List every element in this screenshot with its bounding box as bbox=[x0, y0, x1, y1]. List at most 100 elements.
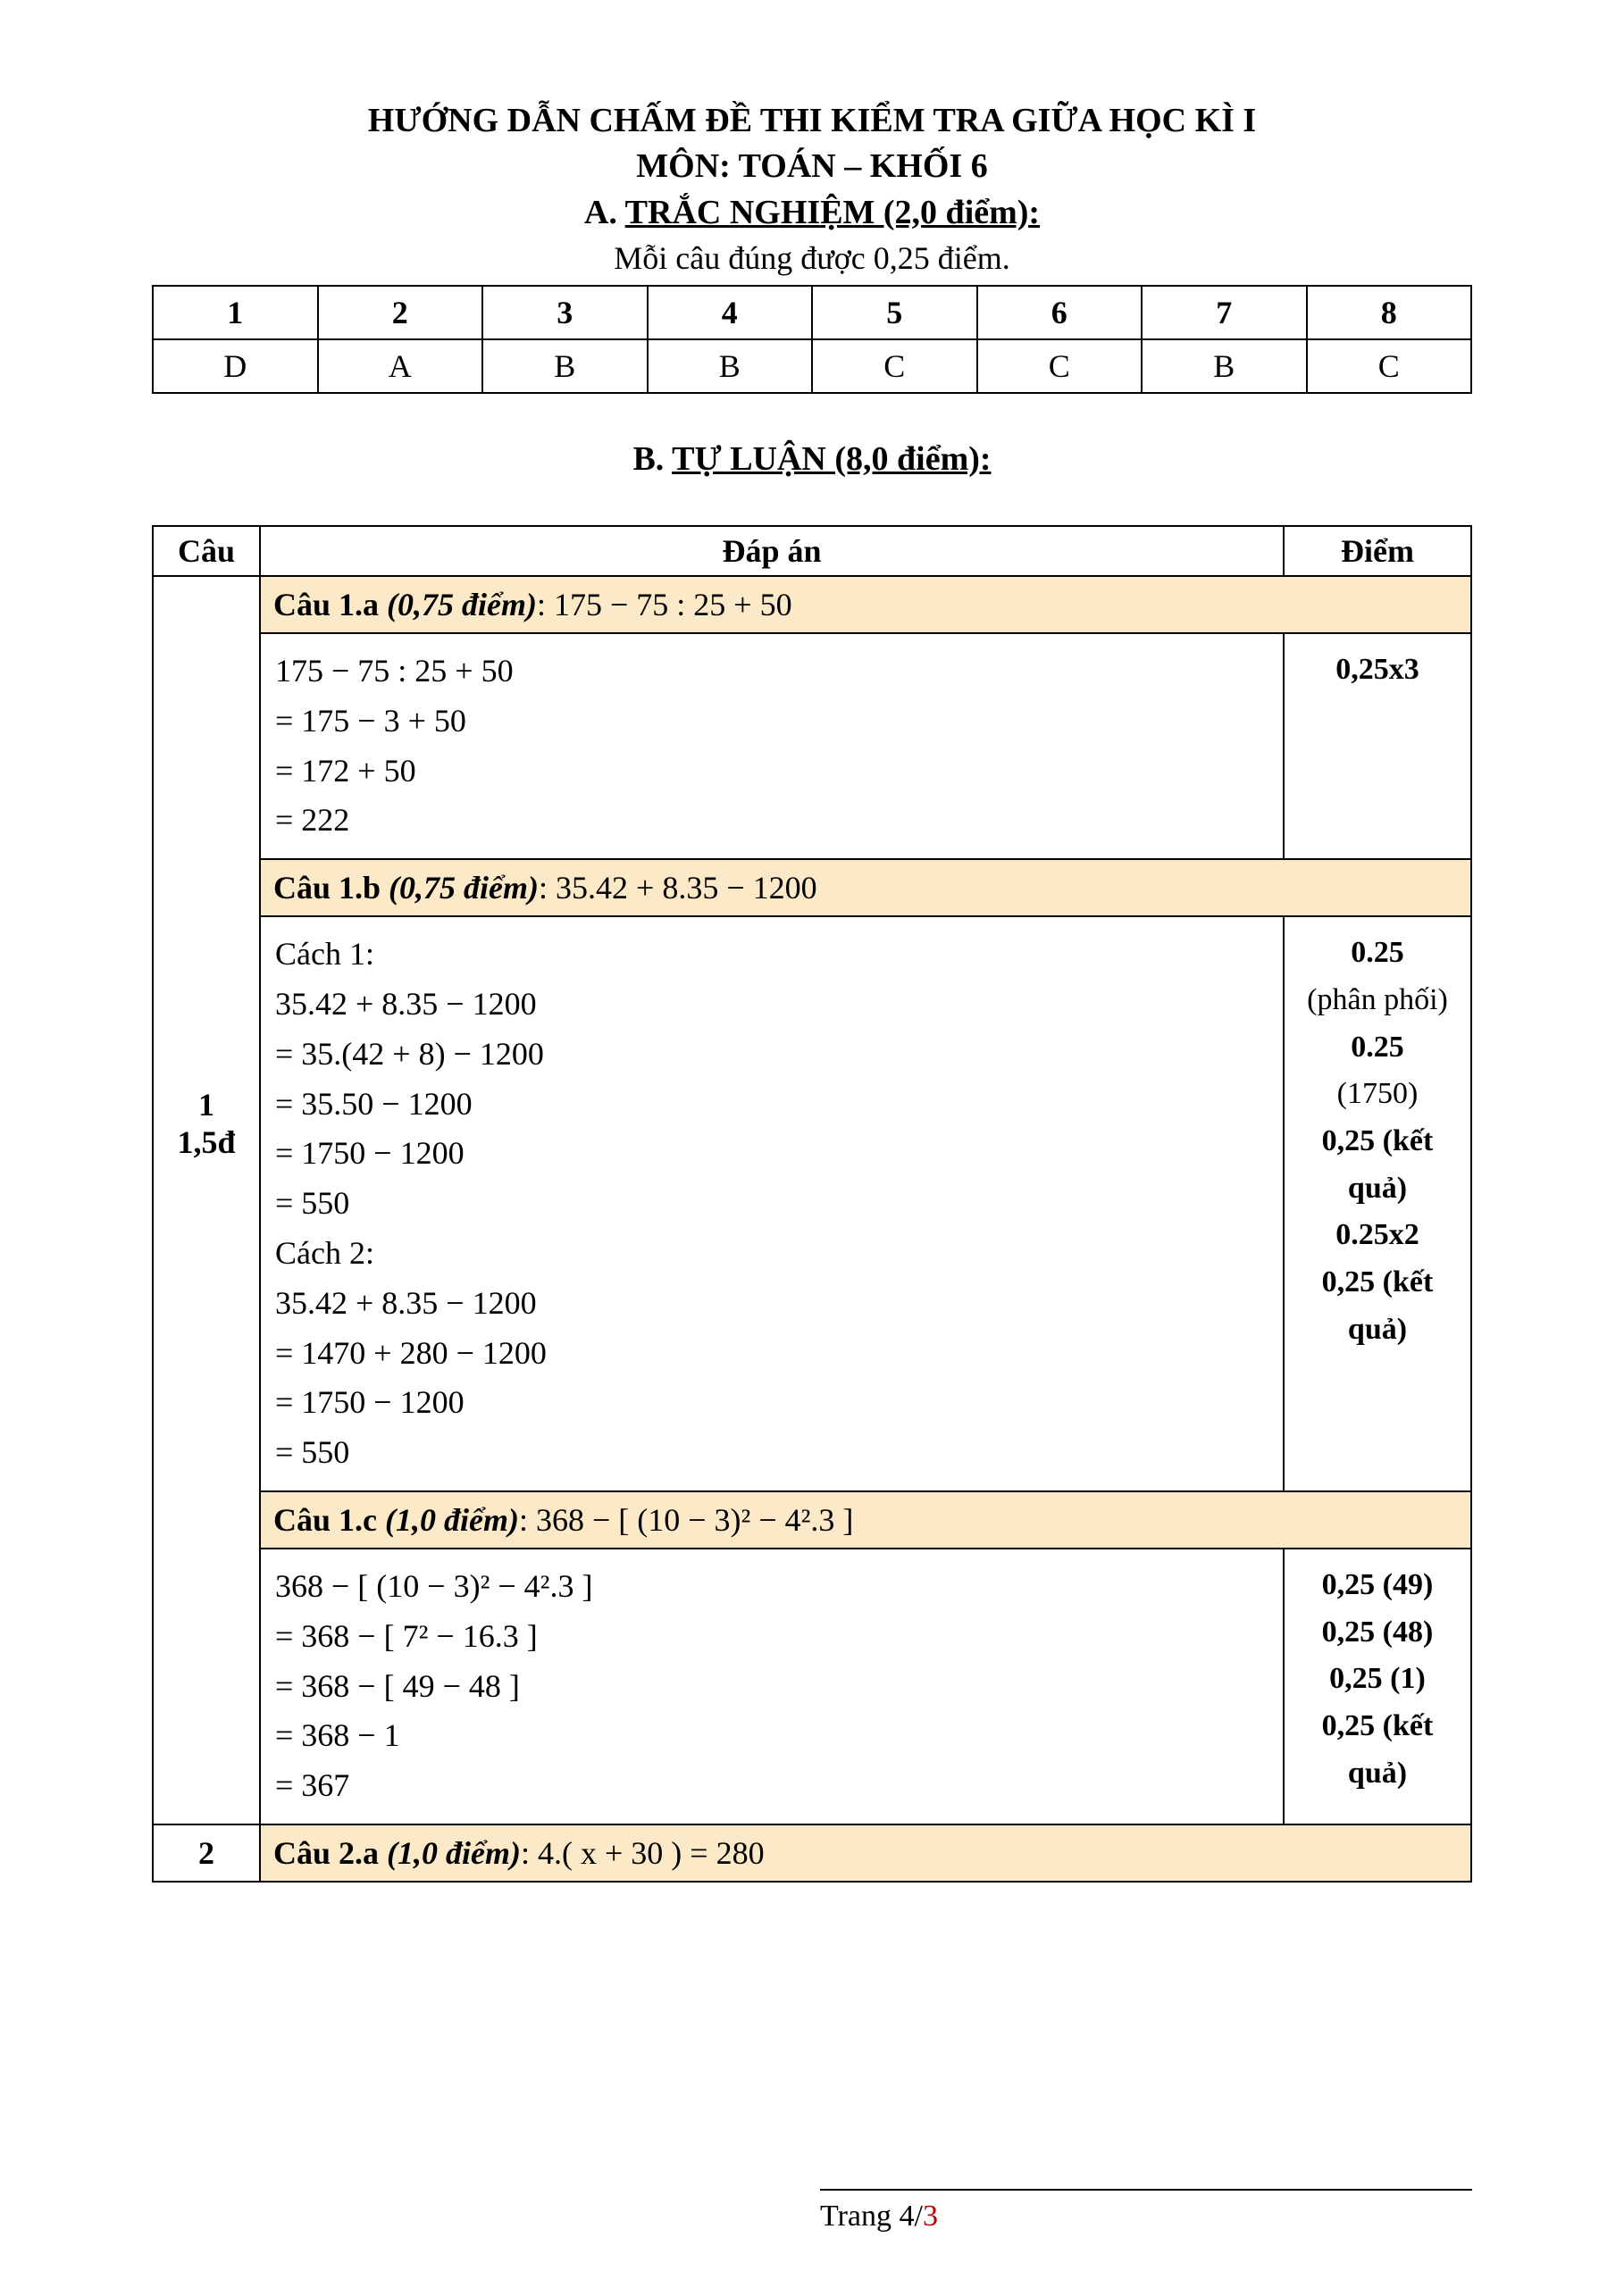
col-header-diem: Điểm bbox=[1284, 526, 1471, 576]
q1b-point: 0.25 bbox=[1293, 930, 1461, 977]
q1c-point: 0,25 (49) bbox=[1293, 1562, 1461, 1609]
mc-head-6: 6 bbox=[977, 286, 1143, 339]
q1b-head-label: Câu 1.b bbox=[273, 870, 389, 906]
mc-ans-3: B bbox=[482, 339, 648, 393]
mc-head-5: 5 bbox=[812, 286, 977, 339]
q1b-line: = 1470 + 280 − 1200 bbox=[275, 1329, 1268, 1379]
q2-cau-cell: 2 bbox=[153, 1824, 260, 1882]
mc-head-8: 8 bbox=[1307, 286, 1472, 339]
q2a-head-expr: : 4.( x + 30 ) = 280 bbox=[521, 1835, 765, 1871]
q1b-head: Câu 1.b (0,75 điểm): 35.42 + 8.35 − 1200 bbox=[260, 859, 1471, 916]
essay-answer-table: Câu Đáp án Điểm 1 1,5đ Câu 1.a (0,75 điể… bbox=[152, 525, 1472, 1883]
q1a-line: = 172 + 50 bbox=[275, 747, 1268, 797]
q1a-head-points: (0,75 điểm) bbox=[387, 587, 537, 622]
mc-ans-7: B bbox=[1142, 339, 1307, 393]
q1a-solution: 175 − 75 : 25 + 50 = 175 − 3 + 50 = 172 … bbox=[260, 633, 1284, 859]
q1c-body-row: 368 − [ (10 − 3)² − 4².3 ] = 368 − [ 7² … bbox=[153, 1549, 1471, 1824]
q1b-line: = 550 bbox=[275, 1179, 1268, 1229]
q1b-line: = 35.50 − 1200 bbox=[275, 1080, 1268, 1130]
q1b-point: 0,25 (kết quả) bbox=[1293, 1118, 1461, 1212]
mc-head-3: 3 bbox=[482, 286, 648, 339]
q1b-solution: Cách 1: 35.42 + 8.35 − 1200 = 35.(42 + 8… bbox=[260, 916, 1284, 1491]
section-a-prefix: A. bbox=[584, 194, 625, 231]
q1a-point: 0,25x3 bbox=[1293, 647, 1461, 694]
mc-ans-4: B bbox=[648, 339, 813, 393]
q1b-line: 35.42 + 8.35 − 1200 bbox=[275, 980, 1268, 1030]
q1b-point: (1750) bbox=[1293, 1071, 1461, 1118]
q1b-head-points: (0,75 điểm) bbox=[389, 870, 539, 906]
q1b-line: = 1750 − 1200 bbox=[275, 1378, 1268, 1428]
section-b-wrap: B. TỰ LUẬN (8,0 điểm): bbox=[152, 437, 1472, 482]
mc-ans-6: C bbox=[977, 339, 1143, 393]
page-footer: Trang 4/3 bbox=[820, 2189, 1472, 2233]
q1a-line: = 175 − 3 + 50 bbox=[275, 697, 1268, 747]
q1c-line: = 367 bbox=[275, 1761, 1268, 1811]
essay-header-row: Câu Đáp án Điểm bbox=[153, 526, 1471, 576]
q1b-point: 0.25x2 bbox=[1293, 1212, 1461, 1259]
mc-head-2: 2 bbox=[318, 286, 483, 339]
section-b-text: TỰ LUẬN (8,0 điểm): bbox=[672, 440, 991, 478]
q2a-head-row: 2 Câu 2.a (1,0 điểm): 4.( x + 30 ) = 280 bbox=[153, 1824, 1471, 1882]
q1-weight: 1,5đ bbox=[177, 1124, 235, 1160]
footer-sep: / bbox=[915, 2200, 923, 2233]
mc-ans-1: D bbox=[153, 339, 318, 393]
footer-page-current: 4 bbox=[900, 2200, 915, 2233]
q1c-solution: 368 − [ (10 − 3)² − 4².3 ] = 368 − [ 7² … bbox=[260, 1549, 1284, 1824]
q1c-line: = 368 − [ 7² − 16.3 ] bbox=[275, 1612, 1268, 1662]
q1c-points: 0,25 (49) 0,25 (48) 0,25 (1) 0,25 (kết q… bbox=[1284, 1549, 1471, 1824]
mc-ans-8: C bbox=[1307, 339, 1472, 393]
mc-head-4: 4 bbox=[648, 286, 813, 339]
mc-head-7: 7 bbox=[1142, 286, 1307, 339]
q1b-point: (phân phối) bbox=[1293, 977, 1461, 1024]
mc-ans-2: A bbox=[318, 339, 483, 393]
q1b-line: 35.42 + 8.35 − 1200 bbox=[275, 1279, 1268, 1329]
footer-page-total: 3 bbox=[923, 2200, 938, 2233]
q1b-point: 0.25 bbox=[1293, 1024, 1461, 1072]
q1c-line: = 368 − 1 bbox=[275, 1711, 1268, 1761]
q1b-points: 0.25 (phân phối) 0.25 (1750) 0,25 (kết q… bbox=[1284, 916, 1471, 1491]
q1b-line: = 550 bbox=[275, 1428, 1268, 1478]
note-line: Mỗi câu đúng được 0,25 điểm. bbox=[152, 238, 1472, 280]
q1a-head-row: 1 1,5đ Câu 1.a (0,75 điểm): 175 − 75 : 2… bbox=[153, 576, 1471, 633]
q1c-point: 0,25 (48) bbox=[1293, 1609, 1461, 1657]
q1a-head-expr: : 175 − 75 : 25 + 50 bbox=[537, 587, 792, 622]
q2a-head: Câu 2.a (1,0 điểm): 4.( x + 30 ) = 280 bbox=[260, 1824, 1471, 1882]
footer-rule bbox=[820, 2189, 1472, 2191]
q1b-body-row: Cách 1: 35.42 + 8.35 − 1200 = 35.(42 + 8… bbox=[153, 916, 1471, 1491]
q1a-head-label: Câu 1.a bbox=[273, 587, 387, 622]
q1c-line: 368 − [ (10 − 3)² − 4².3 ] bbox=[275, 1562, 1268, 1612]
page: HƯỚNG DẪN CHẤM ĐỀ THI KIỂM TRA GIỮA HỌC … bbox=[0, 0, 1624, 2296]
mc-header-row: 1 2 3 4 5 6 7 8 bbox=[153, 286, 1471, 339]
title-line-1: HƯỚNG DẪN CHẤM ĐỀ THI KIỂM TRA GIỮA HỌC … bbox=[152, 98, 1472, 144]
title-line-2: MÔN: TOÁN – KHỐI 6 bbox=[152, 144, 1472, 189]
q1c-head-label: Câu 1.c bbox=[273, 1502, 385, 1538]
q1c-head-expr: : 368 − [ (10 − 3)² − 4².3 ] bbox=[519, 1502, 853, 1538]
q1-number: 1 bbox=[198, 1087, 214, 1123]
q1c-head: Câu 1.c (1,0 điểm): 368 − [ (10 − 3)² − … bbox=[260, 1491, 1471, 1549]
q1a-line: 175 − 75 : 25 + 50 bbox=[275, 647, 1268, 697]
q1b-head-row: Câu 1.b (0,75 điểm): 35.42 + 8.35 − 1200 bbox=[153, 859, 1471, 916]
q1a-body-row: 175 − 75 : 25 + 50 = 175 − 3 + 50 = 172 … bbox=[153, 633, 1471, 859]
q1a-head: Câu 1.a (0,75 điểm): 175 − 75 : 25 + 50 bbox=[260, 576, 1471, 633]
section-b-prefix: B. bbox=[632, 440, 672, 478]
footer-label: Trang bbox=[820, 2200, 900, 2233]
q2a-head-points: (1,0 điểm) bbox=[387, 1835, 521, 1871]
header-block: HƯỚNG DẪN CHẤM ĐỀ THI KIỂM TRA GIỮA HỌC … bbox=[152, 98, 1472, 280]
section-a-text: TRẮC NGHIỆM (2,0 điểm): bbox=[625, 194, 1040, 231]
q1c-point: 0,25 (kết quả) bbox=[1293, 1703, 1461, 1797]
mc-answer-row: D A B B C C B C bbox=[153, 339, 1471, 393]
q1c-line: = 368 − [ 49 − 48 ] bbox=[275, 1662, 1268, 1712]
q1a-line: = 222 bbox=[275, 796, 1268, 846]
q2a-head-label: Câu 2.a bbox=[273, 1835, 387, 1871]
q1b-line: Cách 1: bbox=[275, 930, 1268, 980]
q1b-line: Cách 2: bbox=[275, 1229, 1268, 1279]
q1-cau-cell: 1 1,5đ bbox=[153, 576, 260, 1824]
mc-head-1: 1 bbox=[153, 286, 318, 339]
q1b-head-expr: : 35.42 + 8.35 − 1200 bbox=[539, 870, 817, 906]
q1b-line: = 35.(42 + 8) − 1200 bbox=[275, 1030, 1268, 1080]
col-header-dapan: Đáp án bbox=[260, 526, 1284, 576]
q1a-points: 0,25x3 bbox=[1284, 633, 1471, 859]
col-header-cau: Câu bbox=[153, 526, 260, 576]
q1c-head-points: (1,0 điểm) bbox=[385, 1502, 519, 1538]
q2-number: 2 bbox=[198, 1835, 214, 1871]
